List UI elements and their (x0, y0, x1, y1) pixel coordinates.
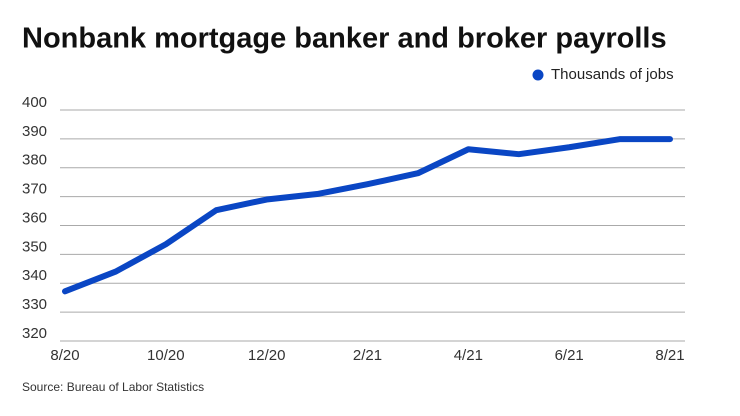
y-tick-label: 390 (22, 123, 47, 140)
x-tick-label: 6/21 (555, 347, 584, 364)
x-tick-label: 10/20 (147, 347, 185, 364)
y-tick-label: 360 (22, 209, 47, 226)
y-tick-label: 400 (22, 94, 47, 111)
x-tick-label: 2/21 (353, 347, 382, 364)
x-tick-label: 12/20 (248, 347, 286, 364)
y-tick-label: 320 (22, 325, 47, 342)
y-tick-label: 350 (22, 238, 47, 255)
y-tick-label: 340 (22, 267, 47, 284)
y-tick-label: 370 (22, 181, 47, 198)
y-tick-label: 330 (22, 296, 47, 313)
data-line (62, 136, 673, 295)
y-tick-label: 380 (22, 152, 47, 169)
chart-title: Nonbank mortgage banker and broker payro… (22, 23, 667, 55)
x-tick-label: 8/20 (50, 347, 79, 364)
source-note: Source: Bureau of Labor Statistics (22, 380, 204, 394)
legend-marker (532, 69, 544, 81)
x-tick-label: 4/21 (454, 347, 483, 364)
x-tick-label: 8/21 (655, 347, 684, 364)
legend-label: Thousands of jobs (551, 66, 674, 83)
